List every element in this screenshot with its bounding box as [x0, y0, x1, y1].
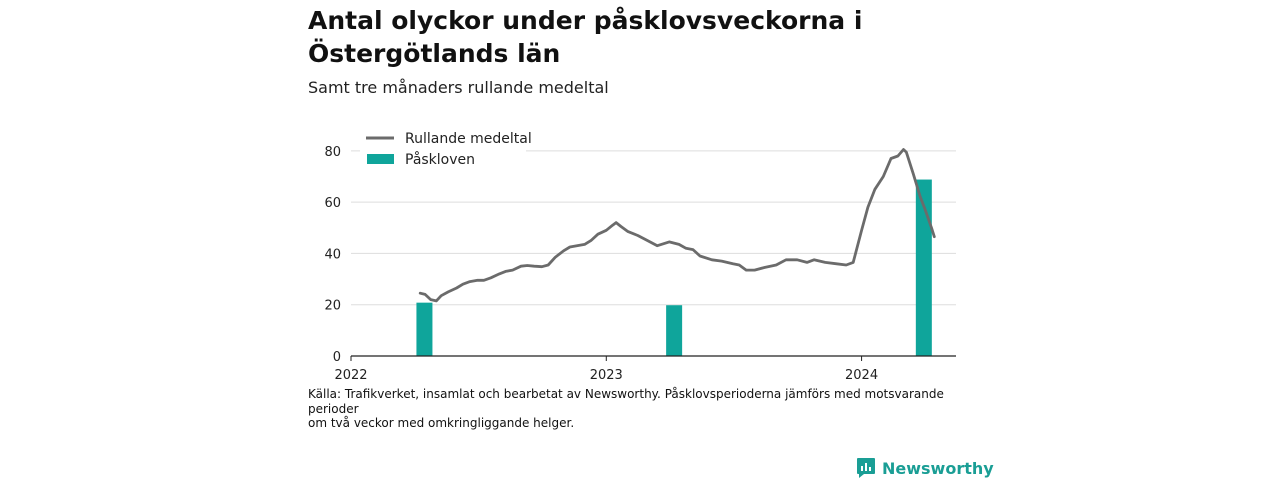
- brand: Newsworthy: [856, 456, 994, 480]
- legend-background: [360, 126, 526, 172]
- chart-subtitle: Samt tre månaders rullande medeltal: [308, 78, 609, 97]
- newsworthy-logo-icon: [857, 458, 875, 478]
- source-line-2: om två veckor med omkringliggande helger…: [308, 416, 575, 430]
- source-line-1: Källa: Trafikverket, insamlat och bearbe…: [308, 387, 944, 416]
- y-tick-label-60: 60: [324, 196, 341, 211]
- y-tick-label-20: 20: [324, 299, 341, 314]
- legend-swatch-bar: [367, 154, 394, 164]
- legend-label-bar: Påskloven: [405, 151, 475, 168]
- y-tick-label-0: 0: [333, 350, 341, 365]
- bar-paskloven-0: [416, 302, 433, 356]
- bar-paskloven-2: [915, 179, 932, 356]
- line-rullande-medeltal: [418, 148, 936, 303]
- chart-title: Antal olyckor under påsklovsveckorna i Ö…: [308, 6, 863, 68]
- x-tick-label-2024: 2024: [845, 368, 878, 383]
- x-tick-label-2022: 2022: [334, 368, 367, 383]
- source-note: Källa: Trafikverket, insamlat och bearbe…: [308, 387, 958, 431]
- legend-label-line: Rullande medeltal: [405, 131, 532, 147]
- y-tick-label-40: 40: [324, 247, 341, 262]
- x-tick-label-2023: 2023: [590, 368, 623, 383]
- y-tick-label-80: 80: [324, 145, 341, 160]
- bar-paskloven-1: [666, 305, 683, 356]
- brand-name: Newsworthy: [882, 458, 994, 478]
